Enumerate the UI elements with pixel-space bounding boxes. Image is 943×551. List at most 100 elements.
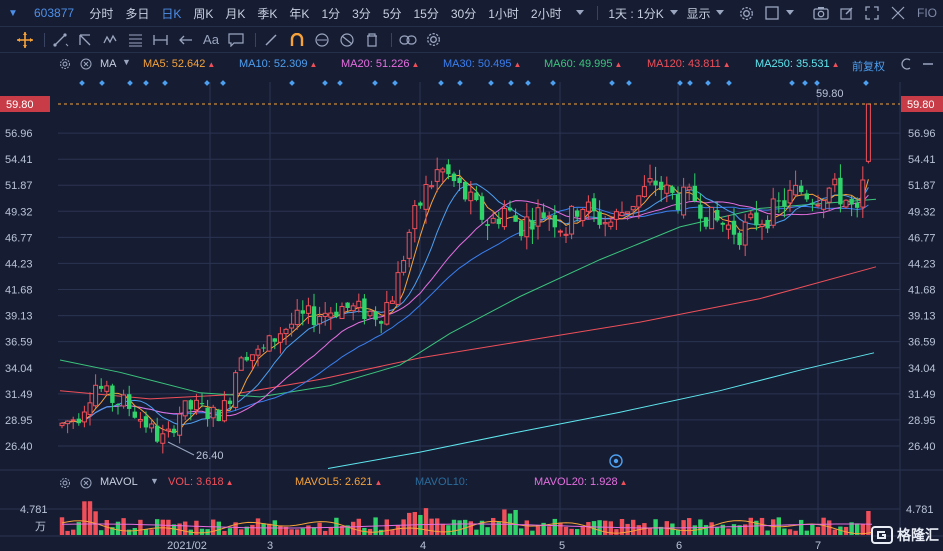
mavol5-value: MAVOL5: 2.621 ▲ [295, 476, 383, 488]
code-dropdown-icon[interactable]: ▼ [8, 8, 18, 19]
candle-body-up [395, 272, 401, 305]
period-30min[interactable]: 30分 [450, 6, 477, 21]
period-1min[interactable]: 1分 [321, 6, 341, 21]
period-more-icon[interactable] [573, 5, 589, 21]
volume-bar [429, 518, 434, 535]
checkbox-icon[interactable] [764, 5, 780, 21]
candle-body-down [345, 302, 350, 308]
candle-body-up [160, 433, 166, 444]
trash-icon[interactable] [361, 30, 383, 50]
display-menu[interactable]: 显示 [686, 6, 711, 21]
volume-bar [306, 525, 311, 535]
volume-bar [440, 523, 445, 535]
period-5min[interactable]: 5分 [382, 6, 402, 21]
period-monthly[interactable]: 月K [225, 6, 246, 21]
volume-bar [390, 530, 395, 535]
edit-icon[interactable] [839, 5, 855, 21]
magnet-icon[interactable] [286, 30, 308, 50]
price-tick-left: 36.59 [5, 337, 33, 349]
period-15min[interactable]: 15分 [413, 6, 439, 21]
camera-icon[interactable] [812, 5, 829, 21]
volume-bar [468, 521, 473, 535]
candle-body-up [87, 402, 93, 415]
watermark-g-icon [871, 526, 893, 544]
link-icon[interactable] [397, 30, 419, 50]
vol-settings-icon[interactable] [59, 477, 71, 492]
period-multiday[interactable]: 多日 [125, 6, 150, 21]
undo-icon[interactable] [900, 58, 912, 73]
arrow-tool-icon[interactable] [175, 30, 197, 50]
candle-body-down [155, 425, 160, 442]
candle-body-up [832, 178, 838, 186]
period-yearly[interactable]: 年K [289, 6, 310, 21]
ma120-path [59, 266, 877, 400]
volume-bar [547, 526, 552, 535]
expand-icon[interactable] [864, 5, 880, 21]
event-marker [687, 80, 693, 86]
minimize-icon[interactable] [922, 58, 934, 73]
volume-bar [143, 529, 149, 535]
candle-body-up [193, 399, 199, 411]
candle-body-down [457, 177, 462, 184]
event-marker [372, 80, 378, 86]
measure-tool-icon[interactable] [150, 30, 172, 50]
pencil-tool-icon[interactable] [261, 30, 283, 50]
volume-bar [166, 519, 171, 535]
candle-body-down [373, 311, 378, 320]
volume-bar [199, 528, 205, 535]
ma-close-icon[interactable] [80, 58, 92, 73]
volume-bar [59, 517, 65, 535]
period-intraday[interactable]: 分时 [89, 6, 114, 21]
candle-body-up [266, 335, 272, 352]
range-select[interactable]: 1天 : 1分K [608, 6, 664, 21]
range-dropdown-icon[interactable] [666, 5, 682, 21]
wave-tool-icon[interactable] [100, 30, 122, 50]
settings-gear-icon[interactable] [738, 5, 754, 21]
note-marker-dot [613, 458, 619, 464]
current-price-tag-right [901, 96, 943, 112]
stock-code[interactable]: 603877 [34, 6, 75, 20]
volume-bar [155, 519, 160, 535]
fibonacci-tool-icon[interactable] [125, 30, 147, 50]
collapse-icon[interactable] [890, 5, 906, 21]
candle-body-down [300, 310, 305, 314]
candle-body-up [104, 385, 110, 392]
mavol-dropdown-icon[interactable]: ▼ [150, 476, 159, 486]
event-marker [802, 80, 808, 86]
display-dropdown-icon[interactable] [713, 5, 729, 21]
candle-body-down [227, 400, 233, 404]
lock-tool-icon[interactable] [311, 30, 333, 50]
mavol10-value: MAVOL10: [415, 476, 468, 488]
period-3min[interactable]: 3分 [352, 6, 371, 21]
candle-body-up [490, 217, 496, 224]
candle-body-down [737, 232, 742, 246]
kline-chart[interactable]: 56.96 56.96 54.41 54.41 51.87 51.87 49.32 49.32… [0, 76, 943, 551]
volume-bar [194, 520, 199, 535]
checkbox-dropdown-icon[interactable] [782, 5, 798, 21]
channel-tool-icon[interactable] [75, 30, 97, 50]
candle-body-up [137, 418, 143, 422]
volume-bar [115, 521, 121, 535]
adjust-mode[interactable]: 前复权 [852, 61, 885, 73]
draw-settings-icon[interactable] [422, 30, 444, 50]
event-marker [220, 80, 226, 86]
price-tick-right: 26.40 [908, 441, 936, 453]
text-tool-icon[interactable]: Aa [203, 32, 219, 47]
vol-close-icon[interactable] [80, 477, 92, 492]
period-2hour[interactable]: 2小时 [530, 6, 562, 21]
period-quarterly[interactable]: 季K [257, 6, 278, 21]
period-weekly[interactable]: 周K [193, 6, 214, 21]
period-daily[interactable]: 日K [161, 6, 182, 21]
ma-dropdown-icon[interactable]: ▼ [122, 57, 131, 67]
comment-tool-icon[interactable] [225, 30, 247, 50]
volume-bar [720, 524, 725, 535]
event-marker [162, 80, 168, 86]
price-tick-right: 28.95 [908, 415, 936, 427]
candle-body-up [339, 306, 345, 320]
volume-bar [485, 527, 490, 535]
period-1hour[interactable]: 1小时 [488, 6, 519, 21]
hide-tool-icon[interactable] [336, 30, 358, 50]
ma-settings-icon[interactable] [59, 58, 71, 73]
line-tool-icon[interactable] [50, 30, 72, 50]
crosshair-icon[interactable] [14, 30, 36, 50]
